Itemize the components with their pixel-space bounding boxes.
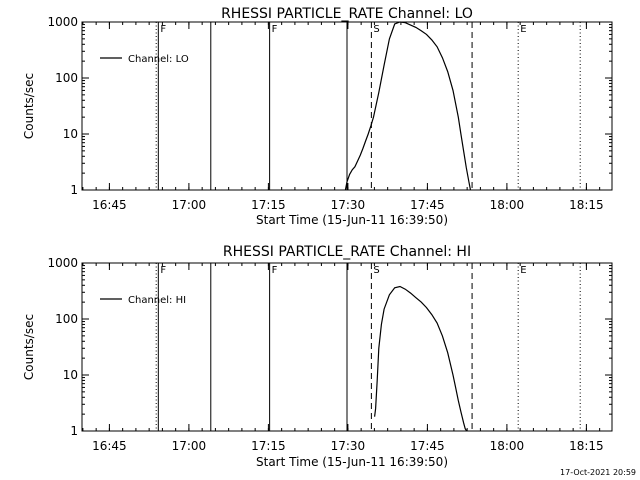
x-tick-label: 17:00 <box>172 439 207 453</box>
x-tick-label: 17:00 <box>172 198 207 212</box>
y-tick-label: 1 <box>70 183 78 197</box>
event-marker-label: F <box>272 265 278 276</box>
series-line <box>374 285 468 432</box>
series-line <box>344 21 472 191</box>
event-marker-label: E <box>520 24 526 35</box>
x-tick-label: 16:45 <box>92 198 127 212</box>
footer-timestamp: 17-Oct-2021 20:59 <box>560 468 636 477</box>
x-tick-label: 18:00 <box>490 198 525 212</box>
y-axis-label: Counts/sec <box>22 314 36 380</box>
x-tick-label: 18:00 <box>490 439 525 453</box>
x-tick-label: 18:15 <box>569 439 604 453</box>
event-marker-label: S <box>373 24 379 35</box>
x-tick-label: 17:30 <box>331 439 366 453</box>
chart-title: RHESSI PARTICLE_RATE Channel: HI <box>223 244 471 260</box>
y-tick-label: 100 <box>55 312 78 326</box>
event-marker-label: E <box>520 265 526 276</box>
x-tick-label: 18:15 <box>569 198 604 212</box>
event-marker-label: F <box>160 265 166 276</box>
x-tick-label: 17:15 <box>251 198 286 212</box>
x-axis-label: Start Time (15-Jun-11 16:39:50) <box>256 455 448 469</box>
x-tick-label: 17:45 <box>410 439 445 453</box>
y-tick-label: 1000 <box>47 15 78 29</box>
event-marker-label: F <box>272 24 278 35</box>
panel-lo: RHESSI PARTICLE_RATE Channel: LO 1 10 100 10… <box>22 6 613 227</box>
x-tick-label: 17:30 <box>331 198 366 212</box>
x-tick-label: 17:45 <box>410 198 445 212</box>
y-tick-label: 100 <box>55 71 78 85</box>
event-marker-label: S <box>373 265 379 276</box>
y-tick-label: 10 <box>63 368 78 382</box>
legend-label: Channel: LO <box>128 54 189 65</box>
y-axis-label: Counts/sec <box>22 73 36 139</box>
y-tick-label: 10 <box>63 127 78 141</box>
y-tick-label: 1 <box>70 424 78 438</box>
x-tick-label: 16:45 <box>92 439 127 453</box>
y-tick-label: 1000 <box>47 256 78 270</box>
chart-title: RHESSI PARTICLE_RATE Channel: LO <box>221 6 473 22</box>
legend-label: Channel: HI <box>128 295 186 306</box>
panel-hi: RHESSI PARTICLE_RATE Channel: HI 1 10 100 10… <box>22 244 613 469</box>
x-axis-label: Start Time (15-Jun-11 16:39:50) <box>256 213 448 227</box>
event-marker-label: F <box>160 24 166 35</box>
x-tick-label: 17:15 <box>251 439 286 453</box>
